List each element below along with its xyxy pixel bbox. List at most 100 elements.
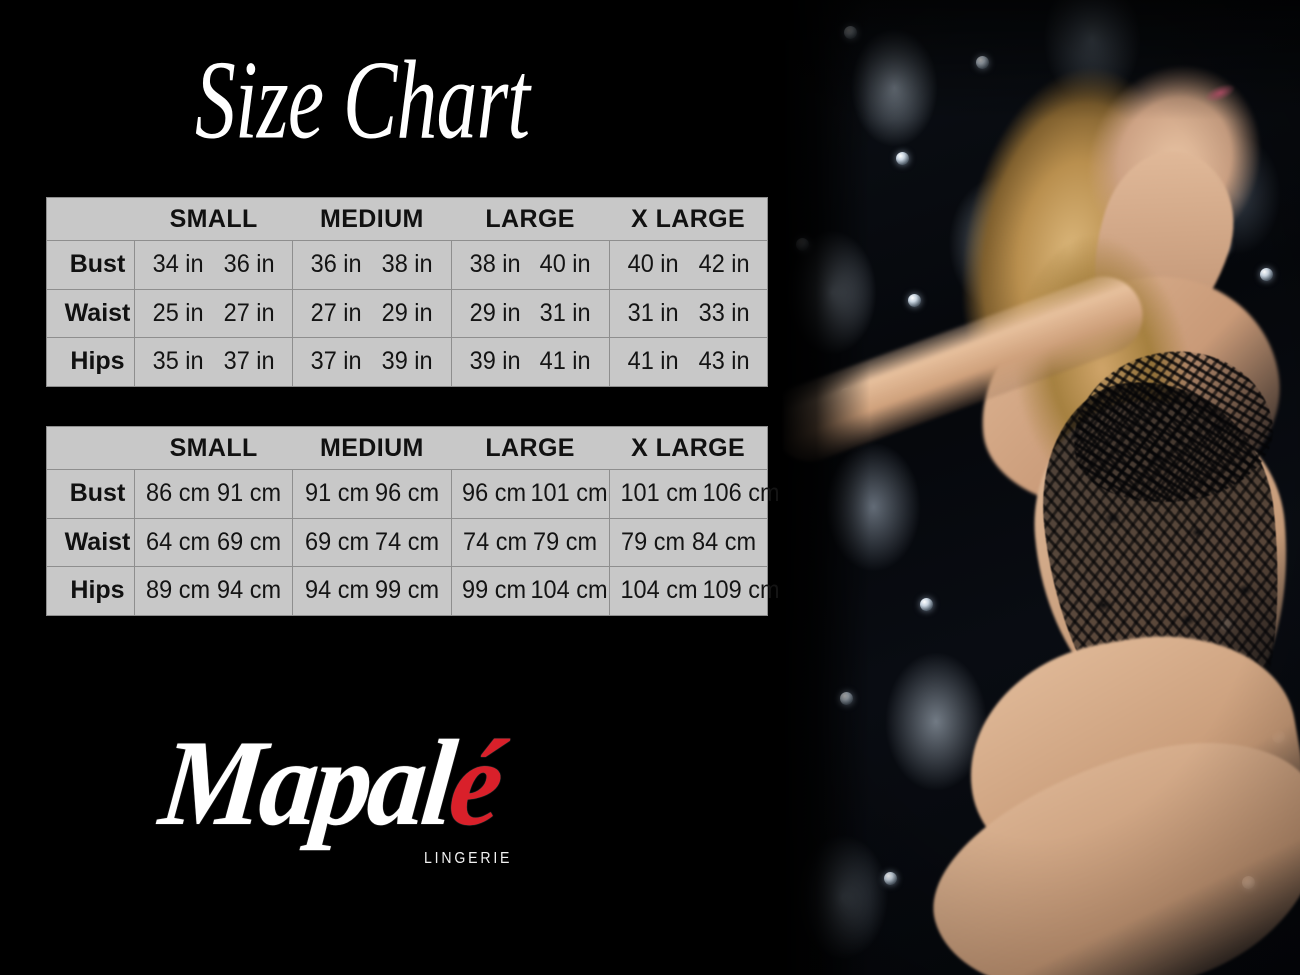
measure-cell: 29 in 31 in [451,289,610,338]
measure-min: 39 in [469,347,521,376]
measure-cell: 91 cm 96 cm [292,469,452,519]
measure-min: 64 cm [146,527,211,556]
table-header-row: SMALL MEDIUM LARGE X LARGE [46,426,768,470]
measure-min: 94 cm [304,576,369,605]
row-label-waist: Waist [46,289,135,338]
measure-max: 96 cm [375,479,440,508]
table-row: Bust 86 cm 91 cm 91 cm 96 cm 96 cm 101 cm 1… [46,469,779,519]
brand-subtitle: LINGERIE [424,850,513,867]
photo-scene [780,0,1300,975]
measure-min: 41 in [627,347,679,376]
measure-min: 40 in [627,250,679,279]
measure-max: 29 in [381,298,433,327]
size-header-xlarge: X LARGE [609,426,768,470]
measure-min: 99 cm [461,576,526,605]
measure-max: 79 cm [533,527,598,556]
measure-max: 43 in [698,347,750,376]
measure-max: 39 in [381,347,433,376]
measure-max: 38 in [381,250,433,279]
size-header-large: LARGE [451,426,610,470]
measure-cell: 89 cm 94 cm [134,566,294,615]
brand-word-main: Mapal [154,715,459,852]
table-header-row: SMALL MEDIUM LARGE X LARGE [46,197,768,241]
measure-min: 91 cm [304,479,369,508]
measure-max: 91 cm [216,479,281,508]
table-row: Bust 34 in 36 in 36 in 38 in 38 in 40 in 40… [46,240,768,290]
measure-cell: 25 in 27 in [134,289,294,338]
measure-cell: 31 in 33 in [609,289,768,338]
measure-min: 96 cm [461,479,526,508]
table-row: Waist 25 in 27 in 27 in 29 in 29 in 31 in 3… [46,289,768,338]
page-title: Size Chart [195,38,530,163]
measure-cell: 40 in 42 in [609,240,768,290]
measure-min: 104 cm [620,576,698,605]
table-row: Waist 64 cm 69 cm 69 cm 74 cm 74 cm 79 cm 7… [46,518,768,567]
measure-max: 41 in [539,347,591,376]
measure-min: 31 in [627,298,679,327]
measure-cell: 101 cm 106 cm [609,469,779,519]
measure-max: 31 in [539,298,591,327]
photo-edge-seam [780,0,784,975]
measure-cell: 39 in 41 in [451,337,610,386]
brand-logo: Mapalé LINGERIE [154,716,598,882]
table-row: Hips 89 cm 94 cm 94 cm 99 cm 99 cm 104 cm 1… [46,566,779,615]
measure-cell: 86 cm 91 cm [134,469,294,519]
size-header-small: SMALL [134,426,293,470]
measure-max: 109 cm [702,576,780,605]
size-header-small: SMALL [134,197,293,241]
size-header-large: LARGE [451,197,610,241]
brand-wordmark: Mapalé [154,716,598,852]
row-label-waist: Waist [46,518,135,567]
measure-max: 42 in [698,250,750,279]
measure-cell: 37 in 39 in [292,337,452,386]
measure-min: 79 cm [621,527,686,556]
measure-max: 40 in [539,250,591,279]
table-row: Hips 35 in 37 in 37 in 39 in 39 in 41 in 41… [46,337,768,386]
model-photo [780,0,1300,975]
size-header-medium: MEDIUM [292,197,451,241]
measure-max: 99 cm [375,576,440,605]
size-header-medium: MEDIUM [292,426,451,470]
size-header-xlarge: X LARGE [609,197,768,241]
measure-max: 104 cm [530,576,608,605]
measure-min: 74 cm [462,527,527,556]
measure-min: 35 in [152,347,204,376]
measure-max: 69 cm [216,527,281,556]
measure-min: 36 in [311,250,363,279]
measure-max: 74 cm [375,527,440,556]
info-panel: Size Chart SMALL MEDIUM LARGE X LARGE Bu… [46,38,780,882]
photo-vignette [780,0,1300,975]
measure-cell: 96 cm 101 cm [451,469,610,519]
measure-max: 94 cm [216,576,281,605]
measure-cell: 27 in 29 in [292,289,452,338]
measure-cell: 74 cm 79 cm [451,518,610,567]
corner-cell [46,197,135,241]
measure-min: 101 cm [620,479,698,508]
measure-cell: 99 cm 104 cm [451,566,610,615]
measure-cell: 79 cm 84 cm [609,518,768,567]
measure-min: 25 in [152,298,204,327]
measure-cell: 36 in 38 in [292,240,452,290]
size-table-inches: SMALL MEDIUM LARGE X LARGE Bust 34 in 36 … [46,197,768,387]
measure-cell: 94 cm 99 cm [292,566,452,615]
measure-cell: 34 in 36 in [134,240,294,290]
measure-min: 69 cm [304,527,369,556]
measure-min: 34 in [152,250,204,279]
measure-max: 27 in [223,298,275,327]
measure-max: 36 in [223,250,275,279]
size-table-centimeters: SMALL MEDIUM LARGE X LARGE Bust 86 cm 91 … [46,426,779,616]
row-label-bust: Bust [46,240,135,290]
measure-cell: 41 in 43 in [609,337,768,386]
measure-min: 37 in [311,347,363,376]
measure-max: 37 in [223,347,275,376]
measure-max: 33 in [698,298,750,327]
measure-min: 27 in [311,298,363,327]
measure-cell: 104 cm 109 cm [609,566,779,615]
measure-min: 29 in [469,298,521,327]
measure-cell: 69 cm 74 cm [292,518,452,567]
measure-min: 89 cm [146,576,211,605]
measure-max: 84 cm [691,527,756,556]
measure-cell: 38 in 40 in [451,240,610,290]
measure-cell: 35 in 37 in [134,337,294,386]
